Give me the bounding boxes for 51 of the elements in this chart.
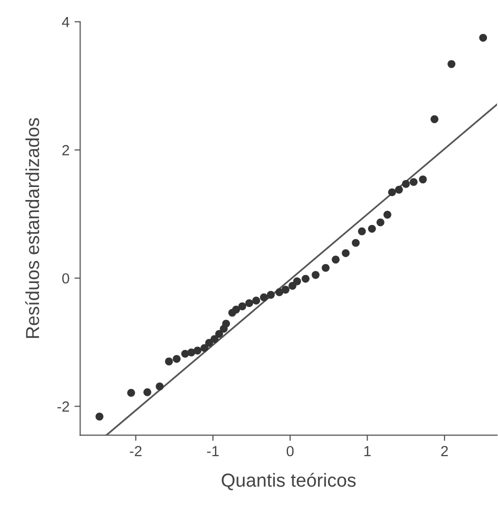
point — [172, 354, 181, 363]
y-tick-label: 0 — [62, 273, 70, 284]
point — [342, 249, 350, 258]
point — [275, 288, 284, 296]
point — [448, 60, 456, 68]
point — [352, 238, 360, 247]
point — [194, 346, 202, 354]
point — [322, 264, 330, 272]
point — [205, 338, 214, 347]
point — [410, 178, 418, 186]
x-tick-label: 2 — [441, 446, 448, 456]
point — [222, 320, 230, 328]
point — [200, 344, 208, 352]
x-tick-label: -1 — [207, 446, 219, 456]
point — [96, 412, 104, 420]
point — [288, 282, 296, 290]
point — [245, 299, 254, 308]
x-tick-label: 0 — [286, 446, 294, 456]
point — [232, 306, 240, 314]
y-tick-label: 4 — [62, 17, 70, 28]
y-tick-label: 2 — [62, 145, 70, 156]
point — [260, 293, 268, 302]
x-axis-title: Quantis teóricos — [222, 472, 356, 490]
point — [368, 224, 376, 233]
point — [332, 256, 340, 264]
point — [358, 227, 366, 236]
point — [479, 34, 488, 42]
point — [395, 186, 403, 194]
point — [156, 382, 164, 390]
point — [127, 388, 136, 397]
point — [266, 290, 275, 299]
point — [143, 388, 152, 396]
point — [418, 176, 427, 184]
point — [282, 286, 290, 294]
point — [252, 296, 260, 304]
y-tick-label: -2 — [57, 401, 70, 412]
point — [215, 330, 224, 338]
point — [402, 180, 410, 188]
point — [238, 302, 246, 310]
point — [312, 271, 320, 279]
point — [293, 277, 302, 286]
point — [165, 358, 173, 366]
point — [210, 335, 218, 343]
x-tick-label: -2 — [130, 446, 142, 456]
y-axis-title: Resíduos estandardizados — [25, 118, 40, 338]
x-tick-label: 1 — [364, 446, 371, 456]
point — [302, 274, 310, 283]
point — [376, 218, 384, 226]
point — [383, 210, 392, 219]
point — [388, 188, 396, 196]
point — [430, 115, 438, 124]
